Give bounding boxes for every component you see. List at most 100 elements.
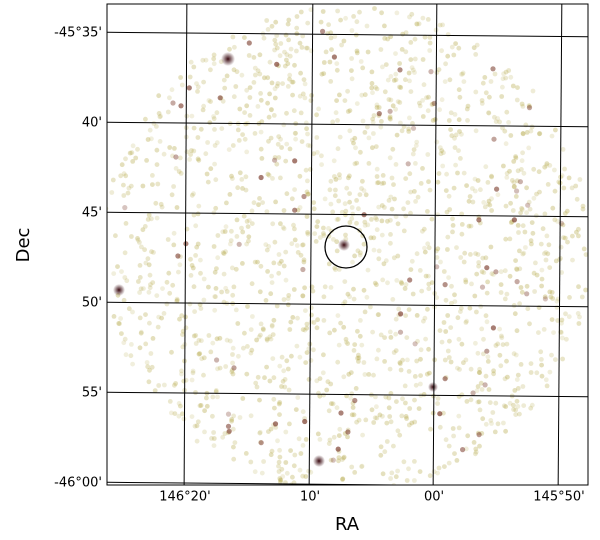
photon [310, 288, 316, 294]
photon [403, 77, 408, 83]
photon [321, 392, 326, 398]
photon [549, 317, 555, 322]
photon [485, 180, 491, 185]
photon [374, 217, 380, 223]
photon [258, 129, 264, 135]
photon [294, 14, 300, 19]
photon [553, 357, 558, 362]
bright-pixel [175, 253, 181, 259]
photon [146, 212, 152, 218]
photon [334, 67, 340, 73]
photon [418, 381, 423, 387]
photon [555, 219, 560, 224]
photon [311, 206, 317, 212]
photon [406, 126, 411, 132]
photon [362, 309, 368, 315]
photon [421, 82, 427, 88]
photon [543, 257, 549, 263]
photon [562, 235, 568, 241]
photon [385, 218, 390, 224]
photon [471, 45, 477, 51]
photon [403, 49, 409, 55]
photon [255, 259, 260, 265]
photon [408, 57, 414, 62]
photon [289, 196, 295, 202]
photon [258, 263, 264, 269]
photon [334, 488, 339, 493]
photon [252, 131, 258, 136]
photon [513, 352, 519, 358]
photon [338, 320, 343, 326]
photon [109, 190, 115, 195]
photon [472, 293, 478, 299]
photon [387, 414, 393, 419]
photon [559, 270, 564, 275]
photon [520, 104, 526, 109]
photon [336, 342, 342, 348]
photon [188, 256, 193, 262]
bright-pixel [476, 217, 482, 223]
photon [397, 61, 402, 66]
photon [413, 199, 418, 204]
x-tick-label: 145°50' [533, 490, 584, 505]
photon [253, 72, 258, 78]
photon [421, 392, 427, 397]
photon [447, 77, 453, 83]
photon [195, 135, 201, 140]
photon [364, 294, 370, 300]
photon [395, 468, 400, 474]
photon [374, 105, 380, 110]
photon [328, 381, 334, 387]
photon [379, 218, 385, 224]
photon [424, 371, 430, 377]
photon [204, 395, 209, 401]
photon [570, 233, 575, 239]
photon [409, 65, 415, 70]
photon [124, 278, 130, 284]
photon [445, 32, 451, 37]
photon [395, 253, 401, 259]
photon [147, 272, 153, 278]
photon [273, 199, 278, 205]
photon [373, 85, 378, 90]
photon [388, 419, 394, 425]
photon [215, 233, 221, 238]
photon [337, 175, 342, 181]
photon [339, 209, 345, 215]
photon [388, 74, 394, 79]
photon [154, 162, 160, 168]
photon [197, 403, 203, 409]
photon [276, 401, 282, 407]
photon [446, 275, 451, 280]
photon [422, 249, 428, 255]
photon [376, 256, 382, 262]
photon [453, 41, 458, 46]
photon [326, 408, 332, 414]
photon [378, 47, 384, 52]
photon [389, 175, 395, 181]
photon [213, 388, 219, 393]
photon [354, 48, 360, 54]
photon [328, 79, 334, 84]
photon [229, 228, 234, 234]
photon [165, 109, 171, 115]
photon [477, 370, 482, 375]
photon [519, 289, 525, 295]
photon [412, 478, 417, 483]
photon [300, 473, 306, 479]
photon [380, 64, 385, 70]
photon [271, 396, 277, 402]
photon [364, 23, 370, 29]
photon [174, 298, 180, 303]
photon [282, 377, 288, 382]
photon [483, 313, 489, 319]
photon [234, 234, 240, 239]
photon [520, 150, 525, 156]
photon [452, 292, 457, 298]
photon [215, 366, 220, 372]
photon [259, 470, 265, 476]
photon [269, 273, 274, 279]
photon [171, 230, 177, 236]
x-axis-label: RA [335, 514, 360, 535]
photon [278, 136, 283, 142]
